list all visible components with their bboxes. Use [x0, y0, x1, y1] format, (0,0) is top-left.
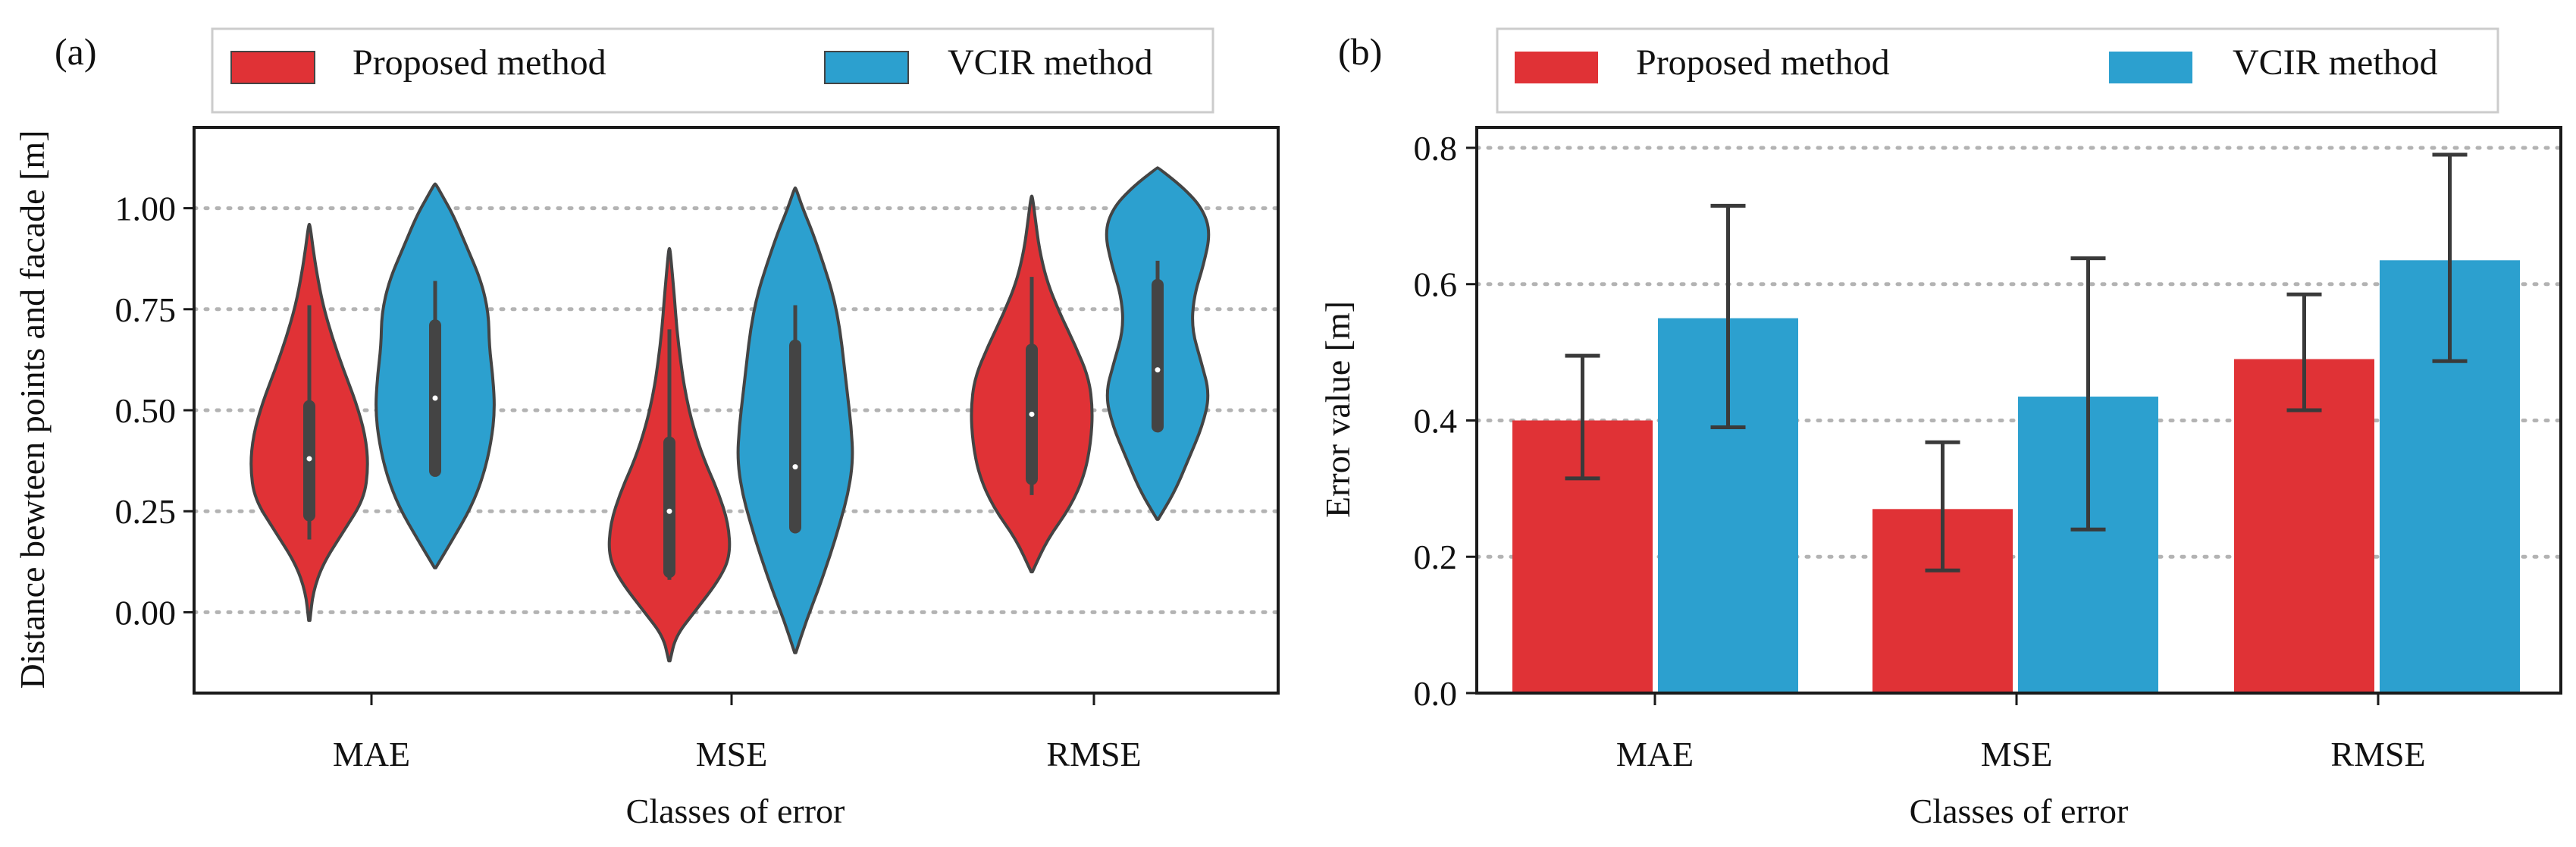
panel-a-tag: (a) — [55, 30, 97, 73]
panel-a-y-tick-label: 1.00 — [115, 190, 177, 228]
panel-b-y-tick-label: 0.8 — [1414, 129, 1458, 168]
violin-proposed-mae — [249, 222, 369, 623]
panel-a-x-tick-label: MAE — [333, 735, 410, 773]
violin-vcir-mae — [374, 182, 496, 569]
panel-b-y-tick-label: 0.4 — [1414, 401, 1458, 440]
panel-b-plot-frame — [1475, 126, 2562, 695]
panel-b-legend: Proposed method VCIR method — [1496, 27, 2499, 114]
panel-b-y-tick-label: 0.6 — [1414, 265, 1458, 304]
violin-median — [306, 456, 312, 462]
violin-median — [666, 508, 672, 514]
panel-a-y-tick-label: 0.50 — [115, 391, 177, 430]
panel-b-x-tick-label: MSE — [1981, 735, 2053, 773]
panel-a-y-axis-title: Distance bewteen points and facade [m] — [13, 130, 52, 689]
panel-a-y-axis: 0.00 0.25 0.50 0.75 1.00 — [115, 190, 194, 632]
panel-b-bar-chart: (b) Proposed method VCIR method — [1318, 27, 2563, 830]
panel-a-y-tick-label: 0.25 — [115, 492, 177, 531]
panel-a-legend-label-proposed: Proposed method — [353, 42, 606, 83]
panel-b-x-tick-label: MAE — [1616, 735, 1694, 773]
panel-b-y-tick-label: 0.2 — [1414, 538, 1458, 576]
errorbar-vcir-mae — [1710, 203, 1746, 429]
panel-a-violin-chart: (a) Proposed method VCIR method 0.00 0.2… — [13, 27, 1280, 830]
panel-b-legend-swatch-proposed — [1515, 52, 1598, 83]
panel-a-y-tick-label: 0.00 — [115, 593, 177, 632]
errorbar-vcir-mse — [2070, 256, 2106, 532]
violin-median — [792, 464, 798, 470]
panel-a-legend: Proposed method VCIR method — [211, 27, 1214, 114]
errorbar-proposed-rmse — [2286, 292, 2322, 413]
panel-b-error-bars — [1565, 152, 2468, 573]
errorbar-proposed-mae — [1565, 353, 1600, 481]
panel-a-violins — [249, 166, 1211, 663]
panel-a-x-axis: MAE MSE RMSE — [333, 693, 1142, 773]
panel-b-tag: (b) — [1338, 30, 1382, 73]
violin-median — [432, 395, 438, 401]
panel-a-y-tick-label: 0.75 — [115, 290, 177, 329]
errorbar-vcir-rmse — [2432, 152, 2468, 363]
errorbar-proposed-mse — [1925, 440, 1960, 573]
panel-a-x-tick-label: RMSE — [1046, 735, 1141, 773]
violin-proposed-mse — [607, 246, 732, 663]
panel-a-x-axis-title: Classes of error — [626, 792, 845, 830]
panel-b-gridlines — [1474, 146, 2563, 559]
panel-b-y-axis: 0.0 0.2 0.4 0.6 0.8 — [1414, 129, 1477, 713]
panel-a-legend-swatch-proposed — [230, 51, 315, 84]
violin-vcir-rmse — [1105, 166, 1211, 521]
panel-a-legend-frame — [211, 27, 1214, 114]
panel-b-y-axis-title: Error value [m] — [1318, 301, 1357, 518]
panel-a-legend-label-vcir: VCIR method — [948, 42, 1153, 83]
panel-a-x-tick-label: MSE — [696, 735, 768, 773]
panel-b-x-axis-title: Classes of error — [1910, 792, 2129, 830]
panel-b-x-axis: MAE MSE RMSE — [1616, 693, 2426, 773]
panel-a-legend-swatch-vcir — [824, 51, 909, 84]
violin-median — [1029, 411, 1035, 417]
panel-b-x-tick-label: RMSE — [2330, 735, 2425, 773]
panel-b-legend-label-proposed: Proposed method — [1636, 42, 1890, 83]
violin-proposed-rmse — [970, 194, 1094, 574]
violin-vcir-mse — [736, 186, 854, 654]
panel-b-legend-swatch-vcir — [2109, 52, 2192, 83]
panel-b-bars — [1512, 260, 2520, 694]
bar-proposed-rmse — [2234, 359, 2374, 693]
violin-median — [1155, 367, 1161, 373]
panel-b-legend-label-vcir: VCIR method — [2233, 42, 2438, 83]
panel-b-y-tick-label: 0.0 — [1414, 674, 1458, 713]
panel-b-legend-frame — [1496, 27, 2499, 114]
